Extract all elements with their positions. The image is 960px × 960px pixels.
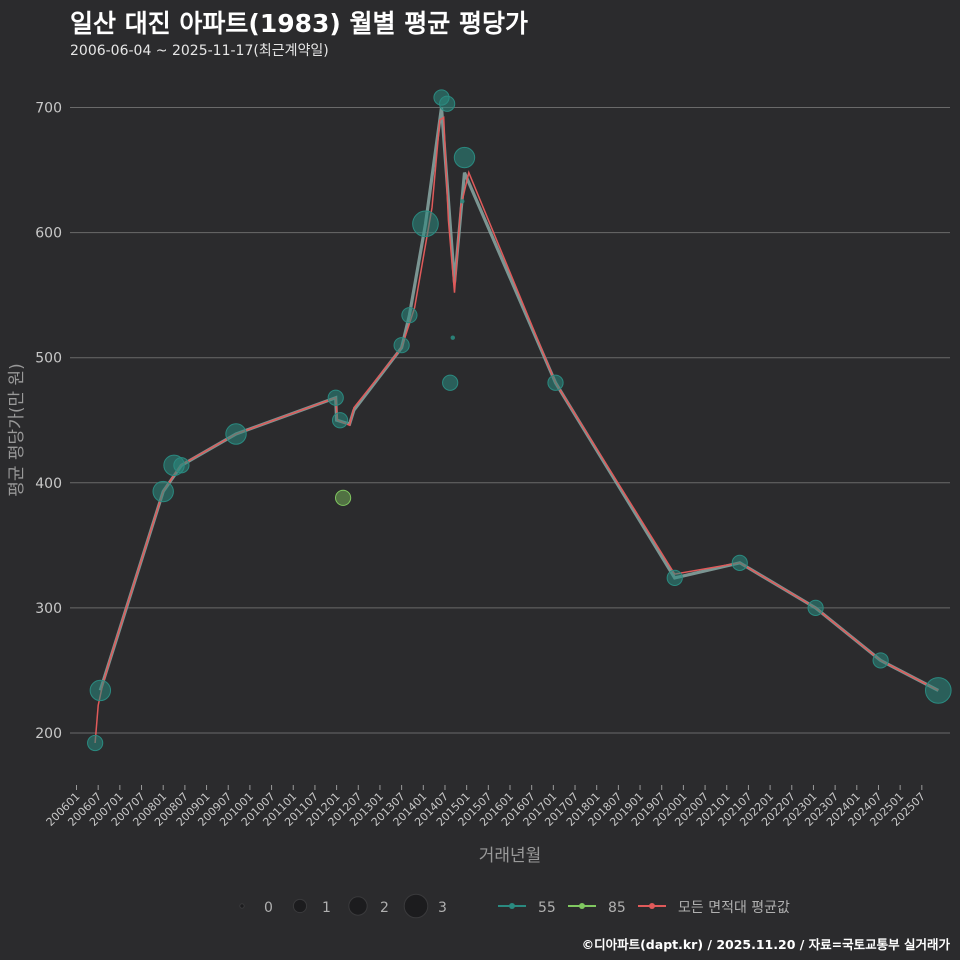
- series-85-point: [335, 489, 352, 506]
- series-55-point: [87, 734, 104, 752]
- y-tick-label: 400: [35, 476, 62, 492]
- legend-dot-symbol: [509, 903, 515, 909]
- series-55-point: [225, 423, 247, 445]
- series-55-point: [89, 679, 112, 702]
- x-axis-label: 거래년월: [479, 846, 542, 866]
- size-legend-symbol: [292, 898, 308, 914]
- series-55-point: [412, 210, 439, 238]
- series-55-point: [152, 480, 174, 503]
- average-line: [94, 116, 939, 744]
- series-55-point: [924, 677, 952, 704]
- y-tick-label: 500: [35, 351, 62, 367]
- series-55-point: [439, 95, 456, 112]
- size-legend-label: 3: [438, 900, 447, 916]
- size-legend-label: 0: [264, 900, 273, 916]
- series-55-point: [173, 457, 190, 474]
- series-55-point: [807, 599, 824, 616]
- series-55-point: [327, 389, 344, 406]
- series-55-point: [393, 337, 410, 354]
- series-55-point: [401, 307, 418, 324]
- series-55-point: [450, 335, 455, 340]
- y-tick-label: 200: [35, 726, 62, 742]
- series-55-point: [666, 569, 683, 586]
- size-legend-symbol: [403, 893, 429, 919]
- y-tick-label: 700: [35, 101, 62, 117]
- legend-label: 55: [538, 900, 556, 916]
- legend-label: 모든 면적대 평균값: [678, 900, 790, 916]
- series-55-point: [331, 412, 349, 429]
- size-legend-label: 1: [322, 900, 331, 916]
- y-tick-label: 600: [35, 226, 62, 242]
- chart-subtitle: 2006-06-04 ~ 2025-11-17(최근계약일): [70, 43, 329, 59]
- y-tick-label: 300: [35, 601, 62, 617]
- series-55-point: [453, 146, 476, 169]
- legend-dot-symbol: [649, 903, 655, 909]
- legend-dot-symbol: [579, 903, 585, 909]
- chart-caption: ©디아파트(dapt.kr) / 2025.11.20 / 자료=국토교통부 실…: [581, 937, 950, 952]
- series-55-point: [460, 199, 465, 204]
- series-55-point: [442, 374, 459, 391]
- legend-label: 85: [608, 900, 626, 916]
- size-legend-symbol: [239, 903, 245, 909]
- size-legend-symbol: [348, 896, 368, 916]
- series-55-point: [872, 652, 889, 669]
- y-axis-label: 평균 평당가(만 원): [7, 363, 27, 497]
- size-legend-label: 2: [380, 900, 389, 916]
- series-55-point: [731, 554, 748, 571]
- series-55-point: [547, 374, 564, 391]
- chart-title: 일산 대진 아파트(1983) 월별 평균 평당가: [70, 9, 528, 38]
